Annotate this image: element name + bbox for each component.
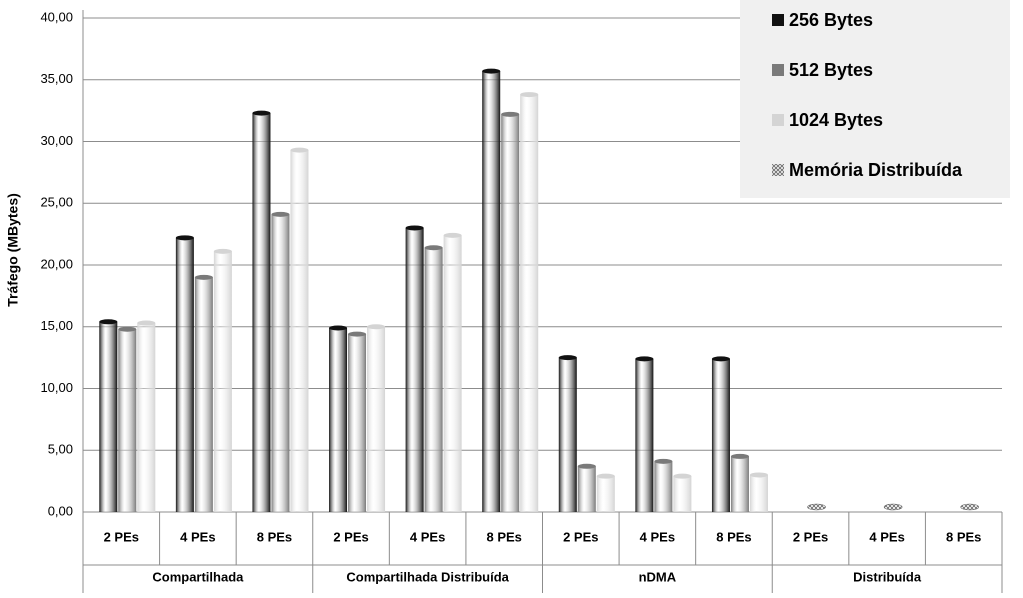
legend-label: 1024 Bytes bbox=[789, 110, 883, 130]
bar bbox=[577, 466, 596, 512]
bar bbox=[501, 114, 520, 512]
x-tick-label: 4 PEs bbox=[180, 529, 215, 544]
x-tick-label: 2 PEs bbox=[793, 529, 828, 544]
bar-cap bbox=[520, 92, 539, 98]
bar-cap bbox=[137, 320, 156, 326]
bar bbox=[749, 474, 768, 512]
bar bbox=[99, 321, 118, 512]
group-label: Distribuída bbox=[853, 569, 922, 584]
y-tick-label: 10,00 bbox=[40, 380, 73, 395]
bar bbox=[520, 94, 539, 512]
bar bbox=[329, 327, 348, 512]
bar bbox=[711, 358, 730, 512]
group-label: Compartilhada Distribuída bbox=[346, 569, 509, 584]
legend-label: Memória Distribuída bbox=[789, 160, 963, 180]
bar bbox=[194, 277, 213, 512]
bar bbox=[290, 150, 309, 512]
group-label: Compartilhada bbox=[152, 569, 244, 584]
bar bbox=[730, 456, 749, 512]
y-tick-label: 35,00 bbox=[40, 71, 73, 86]
bar bbox=[443, 235, 462, 513]
bar bbox=[252, 113, 271, 512]
bar-cap bbox=[673, 473, 692, 479]
y-tick-label: 15,00 bbox=[40, 318, 73, 333]
bar-cap bbox=[213, 248, 232, 254]
bar bbox=[673, 476, 692, 512]
bar bbox=[213, 251, 232, 513]
y-tick-label: 5,00 bbox=[48, 442, 73, 457]
bar bbox=[807, 503, 826, 511]
y-tick-label: 25,00 bbox=[40, 195, 73, 210]
bar-cap bbox=[730, 453, 749, 459]
bar bbox=[348, 334, 367, 512]
y-tick-label: 30,00 bbox=[40, 133, 73, 148]
bar-cap bbox=[482, 68, 501, 74]
bar-cap bbox=[749, 472, 768, 478]
bar-cap bbox=[443, 232, 462, 238]
bar bbox=[558, 357, 577, 512]
bar bbox=[118, 329, 137, 512]
bar bbox=[137, 323, 156, 512]
x-tick-label: 4 PEs bbox=[640, 529, 675, 544]
y-axis-label: Tráfego (MBytes) bbox=[5, 193, 21, 307]
bar-cap bbox=[654, 458, 673, 464]
bar-cap bbox=[348, 331, 367, 337]
bar-cap bbox=[405, 225, 424, 231]
bar-cap bbox=[367, 324, 386, 330]
x-tick-label: 8 PEs bbox=[257, 529, 292, 544]
bar bbox=[482, 71, 501, 512]
legend-swatch bbox=[772, 64, 784, 76]
x-tick-label: 8 PEs bbox=[716, 529, 751, 544]
x-tick-label: 4 PEs bbox=[869, 529, 904, 544]
x-tick-label: 8 PEs bbox=[486, 529, 521, 544]
bar-cap bbox=[252, 110, 271, 116]
bar bbox=[175, 237, 194, 512]
bar-cap bbox=[194, 274, 213, 280]
bar-cap bbox=[635, 356, 654, 362]
bar bbox=[424, 247, 443, 512]
legend-label: 256 Bytes bbox=[789, 10, 873, 30]
x-tick-label: 8 PEs bbox=[946, 529, 981, 544]
legend-swatch bbox=[772, 114, 784, 126]
bar-cap bbox=[711, 356, 730, 362]
legend-label: 512 Bytes bbox=[789, 60, 873, 80]
bar-cap bbox=[596, 473, 615, 479]
bar-cap bbox=[329, 325, 348, 331]
bar-cap bbox=[424, 245, 443, 251]
y-tick-label: 20,00 bbox=[40, 256, 73, 271]
bar bbox=[271, 214, 290, 513]
legend-swatch bbox=[772, 164, 784, 176]
bar-cap bbox=[118, 326, 137, 332]
bar bbox=[596, 476, 615, 512]
x-tick-label: 4 PEs bbox=[410, 529, 445, 544]
legend-swatch bbox=[772, 14, 784, 26]
bar-cap bbox=[175, 235, 194, 241]
bar-cap bbox=[501, 111, 520, 117]
y-tick-label: 40,00 bbox=[40, 9, 73, 24]
x-tick-label: 2 PEs bbox=[333, 529, 368, 544]
bar bbox=[960, 503, 980, 511]
x-tick-label: 2 PEs bbox=[104, 529, 139, 544]
bar-cap bbox=[99, 319, 118, 325]
x-tick-label: 2 PEs bbox=[563, 529, 598, 544]
bar bbox=[883, 503, 903, 511]
bar bbox=[405, 227, 424, 512]
bar bbox=[367, 326, 386, 512]
bar-cap bbox=[290, 147, 309, 153]
legend-box bbox=[740, 0, 1010, 198]
bar-cap bbox=[577, 463, 596, 469]
y-tick-label: 0,00 bbox=[48, 503, 73, 518]
bar bbox=[654, 461, 673, 512]
group-label: nDMA bbox=[639, 569, 677, 584]
bar-cap bbox=[558, 355, 577, 361]
bar bbox=[635, 358, 654, 512]
bar-cap bbox=[271, 211, 290, 217]
